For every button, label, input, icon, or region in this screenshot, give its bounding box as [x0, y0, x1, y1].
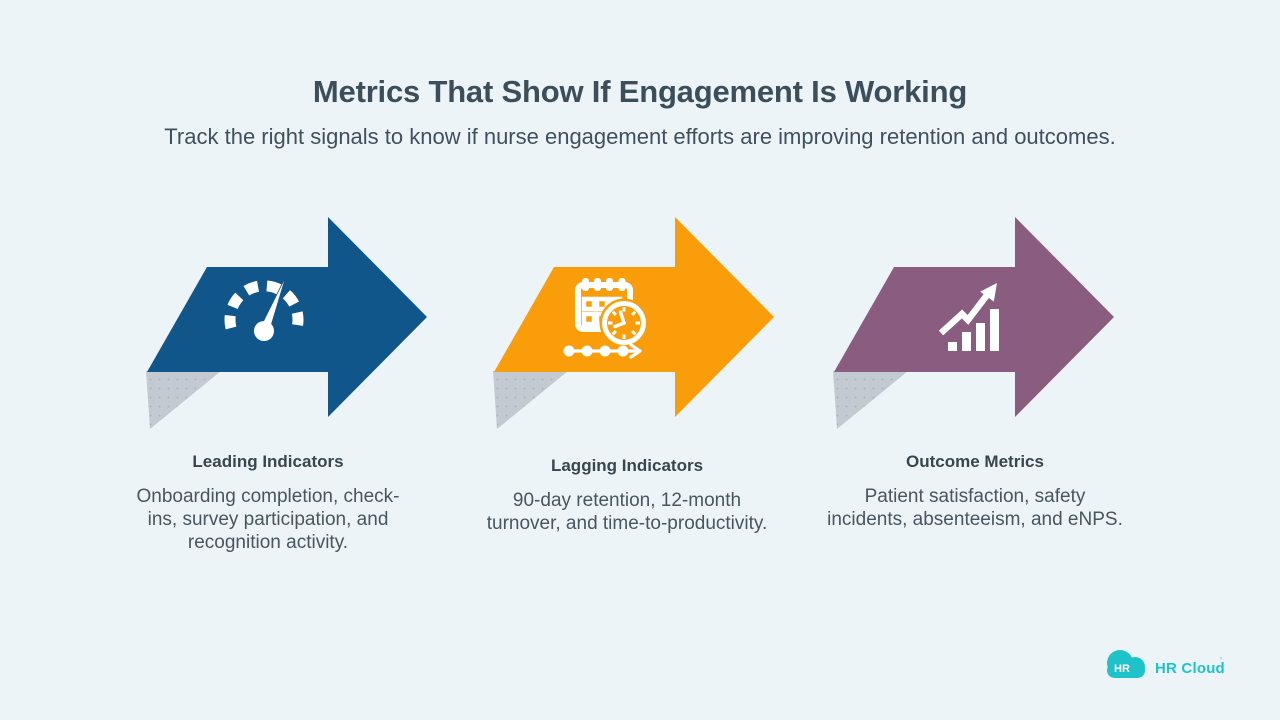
step-description: Patient satisfaction, safety incidents, …	[827, 486, 1123, 530]
arrow-body	[834, 267, 1015, 372]
step-arrow-outcome	[833, 217, 1114, 429]
arrow-fold	[833, 371, 908, 429]
bar-chart-growth-icon	[938, 283, 999, 351]
step-label: Outcome Metrics	[906, 452, 1044, 471]
step-arrow-lagging	[493, 217, 774, 429]
step-text-lagging: Lagging Indicators 90-day retention, 12-…	[477, 456, 777, 535]
arrow-head	[328, 217, 427, 417]
cloud-icon	[1107, 650, 1145, 678]
arrow-fold	[493, 371, 568, 429]
calendar-clock-icon	[563, 278, 649, 359]
step-description: Onboarding completion, check-ins, survey…	[136, 486, 400, 553]
step-description: 90-day retention, 12-month turnover, and…	[486, 490, 768, 534]
arrow-fold	[146, 371, 221, 429]
step-text-leading: Leading Indicators Onboarding completion…	[118, 452, 418, 554]
step-arrow-leading	[146, 217, 427, 429]
step-label: Lagging Indicators	[550, 456, 704, 475]
logo-trademark-mark: ʼ	[1220, 656, 1222, 666]
logo-badge-text: HR	[1114, 663, 1130, 675]
page-subtitle: Track the right signals to know if nurse…	[164, 124, 1116, 149]
arrow-head	[1015, 217, 1114, 417]
hr-cloud-logo: HR HR Cloud ʼ	[1107, 650, 1225, 678]
page-title: Metrics That Show If Engagement Is Worki…	[312, 74, 968, 109]
arrow-head	[675, 217, 774, 417]
step-label: Leading Indicators	[192, 452, 344, 471]
logo-brand-text: HR Cloud	[1155, 660, 1225, 677]
speedometer-icon	[224, 280, 304, 341]
step-text-outcome: Outcome Metrics Patient satisfaction, sa…	[825, 452, 1125, 531]
arrow-body	[147, 267, 328, 372]
header: Metrics That Show If Engagement Is Worki…	[0, 74, 1280, 150]
